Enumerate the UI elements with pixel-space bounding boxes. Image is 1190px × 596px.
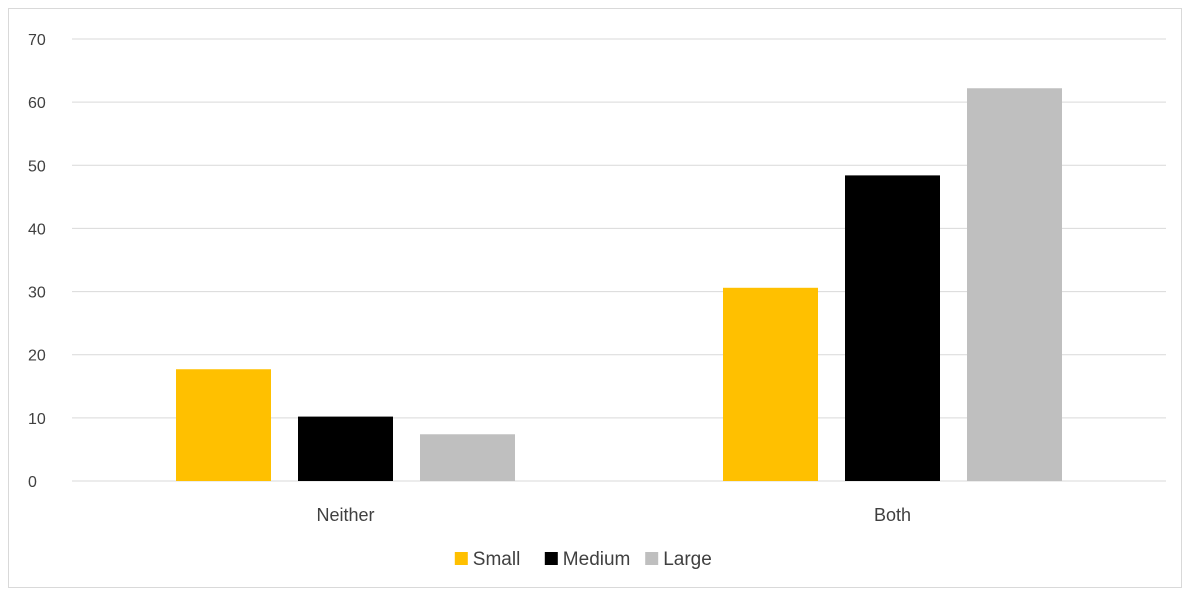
bar-both-large xyxy=(967,88,1062,481)
y-tick-label-70: 70 xyxy=(28,32,46,49)
y-tick-label-50: 50 xyxy=(28,158,46,175)
bar-neither-large xyxy=(420,434,515,481)
y-tick-label-40: 40 xyxy=(28,221,46,238)
bar-both-medium xyxy=(845,175,940,482)
legend-swatch-small xyxy=(454,552,468,565)
legend-label-medium: Medium xyxy=(563,549,631,570)
bar-neither-medium xyxy=(298,416,393,481)
y-tick-label-10: 10 xyxy=(28,411,46,428)
x-category-label-neither: Neither xyxy=(316,505,374,525)
legend-swatch-large xyxy=(645,552,659,565)
legend-label-large: Large xyxy=(663,549,712,570)
y-tick-label-20: 20 xyxy=(28,348,46,365)
legend-label-small: Small xyxy=(473,549,521,570)
y-tick-label-30: 30 xyxy=(28,285,46,302)
bar-both-small xyxy=(723,287,818,481)
y-tick-label-0: 0 xyxy=(28,474,37,491)
bar-neither-small xyxy=(176,369,271,481)
legend-swatch-medium xyxy=(544,552,558,565)
y-tick-label-60: 60 xyxy=(28,95,46,112)
x-category-label-both: Both xyxy=(874,505,911,525)
